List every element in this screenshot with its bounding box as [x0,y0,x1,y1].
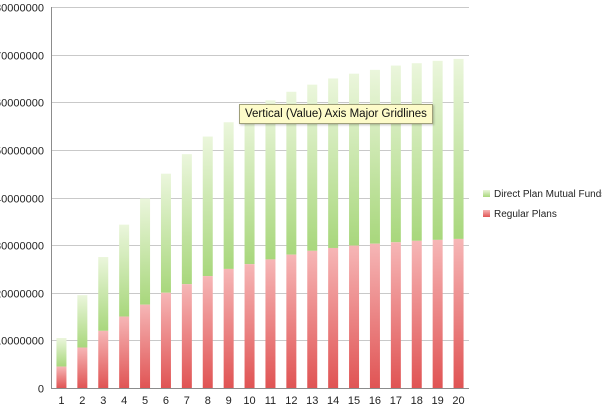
bar-regular-plan [432,239,443,388]
bars [56,58,464,388]
bar-regular-plan [140,304,151,388]
bar-regular-plan [286,254,297,388]
x-tick-label: 7 [184,395,190,407]
x-tick-label: 11 [265,395,276,407]
x-tick-label: 4 [121,395,127,407]
x-tick-label: 3 [100,395,106,407]
bar-direct-plan [453,58,464,239]
bar-regular-plan [77,347,88,388]
bar-direct-plan [119,224,130,317]
legend[interactable]: Direct Plan Mutual Funds Regular Plans [483,189,602,220]
bar-regular-plan [265,259,276,388]
bar-regular-plan [119,316,130,388]
y-tick-label: 70000000 [0,51,44,63]
x-tick-label: 1 [58,395,64,407]
bar-direct-plan [286,91,297,255]
y-axis-tick-labels: 0 10000000 20000000 30000000 40000000 5000000… [0,3,44,396]
bar-regular-plan [307,250,318,388]
bar-direct-plan [56,337,67,367]
bar-direct-plan [307,84,318,251]
bar-regular-plan [56,366,67,388]
legend-label: Direct Plan Mutual Funds [494,189,602,200]
bar-regular-plan [244,264,255,388]
bar-regular-plan [328,247,339,388]
bar-regular-plan [369,243,380,388]
bar-regular-plan [202,276,213,388]
bar-regular-plan [411,240,422,388]
bar-regular-plan [349,245,360,388]
legend-swatch [483,210,490,217]
bar-direct-plan [369,69,380,244]
bar-direct-plan [223,122,234,269]
gridlines[interactable] [51,7,469,389]
x-tick-label: 13 [306,395,318,407]
x-tick-label: 2 [79,395,85,407]
x-tick-label: 19 [432,395,444,407]
x-tick-label: 15 [348,395,360,407]
bar-direct-plan [349,73,360,246]
x-tick-label: 5 [142,395,148,407]
bar-direct-plan [98,257,109,331]
y-tick-label: 40000000 [0,194,44,206]
x-tick-label: 18 [411,395,423,407]
x-axis-tick-labels: 1 2 3 4 5 6 7 8 9 10 11 12 13 14 15 16 17 18 19 20 [58,395,464,407]
x-tick-label: 17 [390,395,402,407]
bar-regular-plan [223,268,234,388]
gridlines-tooltip: Vertical (Value) Axis Major Gridlines [239,104,433,124]
bar-direct-plan [181,154,192,285]
x-tick-label: 6 [163,395,169,407]
bar-direct-plan [265,100,276,260]
x-tick-label: 16 [369,395,381,407]
x-tick-label: 20 [452,395,464,407]
bar-direct-plan [140,198,151,305]
y-tick-label: 60000000 [0,98,44,110]
bar-direct-plan [77,295,88,348]
y-tick-label: 0 [38,384,44,396]
y-tick-label: 10000000 [0,336,44,348]
x-tick-label: 8 [205,395,211,407]
x-tick-label: 10 [243,395,255,407]
bar-regular-plan [181,284,192,388]
x-tick-label: 9 [226,395,232,407]
bar-direct-plan [432,60,443,240]
bar-regular-plan [160,292,171,388]
bar-regular-plan [453,238,464,388]
y-tick-label: 50000000 [0,146,44,158]
bar-direct-plan [244,109,255,265]
bar-direct-plan [202,136,213,277]
y-tick-label: 80000000 [0,3,44,15]
bar-regular-plan [390,242,401,388]
bar-regular-plan [98,330,109,388]
legend-swatch [483,190,490,197]
x-tick-label: 12 [285,395,297,407]
legend-label: Regular Plans [494,209,557,220]
bar-direct-plan [160,173,171,293]
bar-direct-plan [411,63,422,241]
x-tick-label: 14 [327,395,339,407]
y-tick-label: 20000000 [0,289,44,301]
y-tick-label: 30000000 [0,241,44,253]
bar-direct-plan [390,65,401,243]
bar-direct-plan [328,78,339,248]
